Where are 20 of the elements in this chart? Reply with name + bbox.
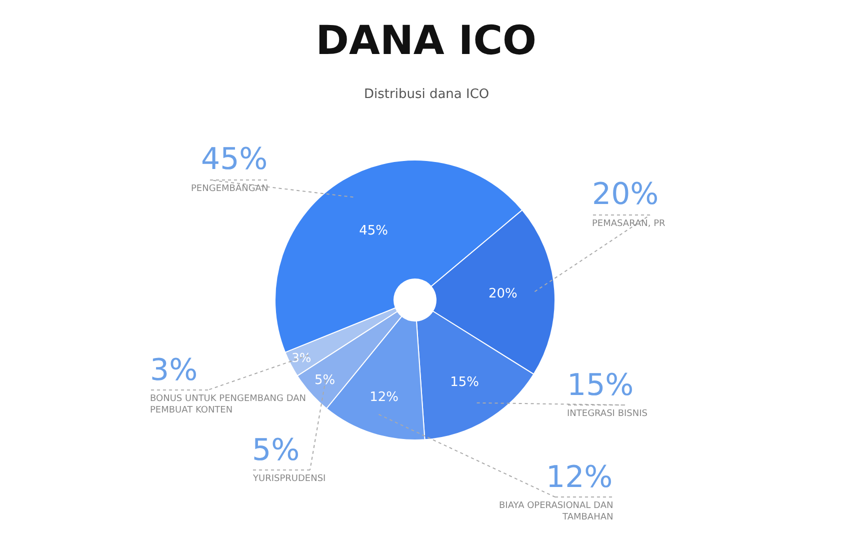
text: 5% — [252, 433, 300, 468]
text: 3% — [150, 353, 198, 388]
data-label: 3% — [292, 351, 312, 366]
data-label: 5% — [314, 373, 336, 388]
slice-label: YURISPRUDENSI — [252, 474, 326, 484]
text: 15% — [567, 368, 634, 403]
data-label: 12% — [370, 390, 399, 406]
chart-title: DANA ICO — [316, 18, 537, 64]
text: 20% — [592, 177, 659, 212]
slice-label: PEMASARAN, PR — [592, 219, 666, 229]
slice-label: INTEGRASI BISNIS — [567, 409, 648, 419]
chart-subtitle: Distribusi dana ICO — [364, 87, 490, 102]
slice-label: BONUS UNTUK PENGEMBANG DAN PEMBUAT KONTEN — [150, 394, 306, 416]
text: 12% — [546, 460, 613, 495]
data-label: 15% — [450, 375, 480, 390]
slice-label: PENGEMBANGAN — [191, 184, 268, 194]
text: 45% — [201, 142, 268, 177]
data-label: 20% — [488, 286, 518, 302]
slice-label: BIAYA OPERASIONAL DAN TAMBAHAN — [499, 501, 614, 523]
data-label: 45% — [359, 224, 388, 238]
